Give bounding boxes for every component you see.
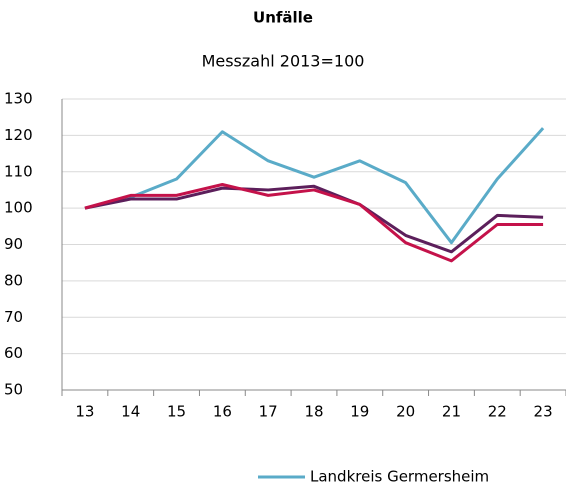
y-tick-label: 120 [4, 126, 33, 144]
y-tick-label: 110 [4, 162, 33, 180]
legend-label: Landkreis Germersheim [310, 468, 489, 486]
chart-title: Unfälle [253, 9, 313, 27]
x-tick-label: 19 [350, 403, 369, 421]
x-tick-label: 13 [75, 403, 94, 421]
y-tick-label: 80 [4, 271, 23, 289]
x-tick-label: 22 [488, 403, 507, 421]
chart-subtitle: Messzahl 2013=100 [202, 52, 365, 71]
y-tick-label: 130 [4, 90, 33, 108]
series-line [84, 127, 545, 245]
y-tick-label: 100 [4, 199, 33, 217]
x-tick-label: 18 [304, 403, 323, 421]
x-tick-label: 23 [534, 403, 553, 421]
x-tick-label: 17 [259, 403, 278, 421]
y-tick-label: 70 [4, 308, 23, 326]
x-tick-label: 21 [442, 403, 461, 421]
y-tick-label: 60 [4, 344, 23, 362]
x-tick-label: 20 [396, 403, 415, 421]
y-tick-label: 50 [4, 381, 23, 399]
series-line [84, 182, 544, 263]
x-tick-label: 14 [121, 403, 140, 421]
x-tick-label: 15 [167, 403, 186, 421]
y-tick-label: 90 [4, 235, 23, 253]
series-line [84, 184, 544, 254]
x-tick-label: 16 [213, 403, 232, 421]
